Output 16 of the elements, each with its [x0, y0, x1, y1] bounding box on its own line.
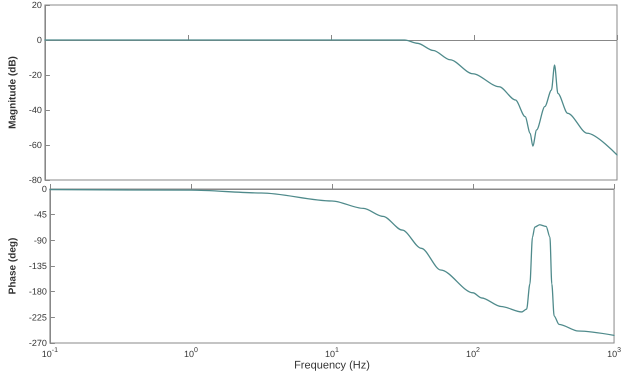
- y-tick-label: -90: [34, 235, 47, 246]
- y-tick-label: -80: [28, 175, 42, 185]
- y-tick-label: -60: [28, 140, 42, 150]
- y-axis-title: Magnitude (dB): [8, 56, 18, 129]
- y-axis-title: Phase (deg): [8, 238, 18, 294]
- y-tick-label: 0: [36, 35, 42, 45]
- y-tick-label: 0: [42, 184, 47, 194]
- x-axis-title: Frequency (Hz): [294, 360, 370, 372]
- y-tick-label: 20: [32, 0, 42, 10]
- y-tick-label: -45: [34, 210, 47, 220]
- y-tick-label: -270: [28, 338, 47, 348]
- y-tick-label: -180: [28, 286, 47, 297]
- y-tick-label: -225: [28, 312, 47, 322]
- y-tick-label: -20: [28, 70, 42, 80]
- y-tick-label: -135: [28, 261, 47, 271]
- y-tick-label: -40: [28, 105, 42, 115]
